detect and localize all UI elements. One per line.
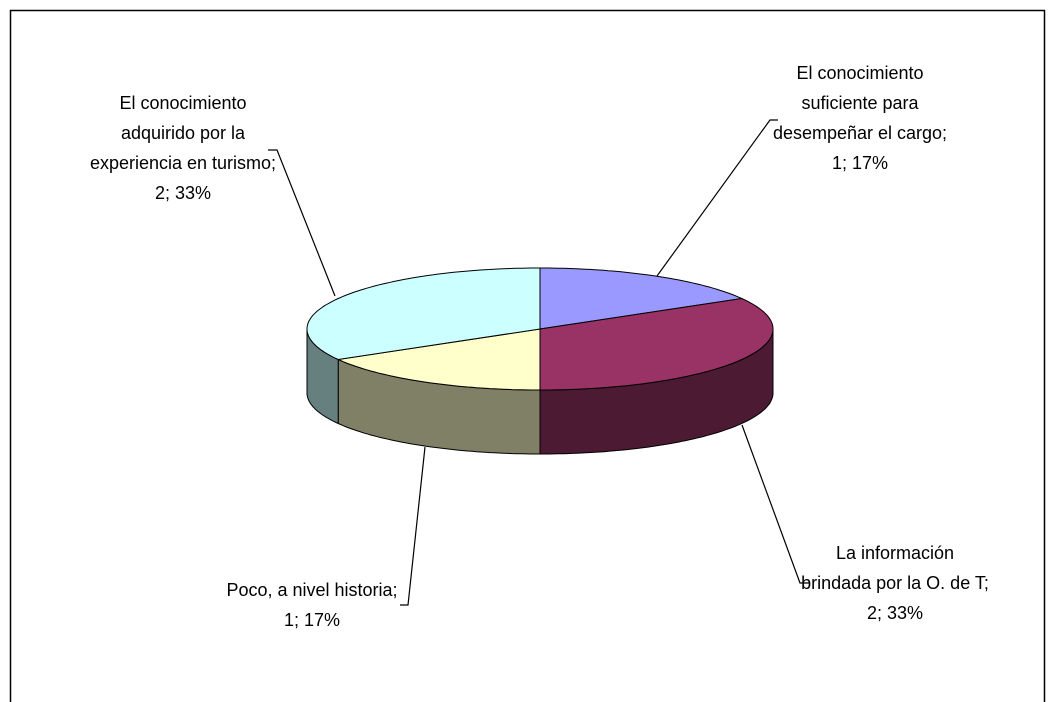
pie-slice bbox=[306, 267, 541, 361]
leader-line bbox=[268, 149, 336, 297]
data-label: Poco, a nivel historia; 1; 17% bbox=[226, 580, 398, 630]
pie-slice bbox=[539, 297, 774, 391]
leader-lines bbox=[268, 119, 810, 606]
pie-slice bbox=[336, 328, 541, 391]
data-label: El conocimiento adquirido por la experie… bbox=[89, 93, 277, 203]
pie-slice bbox=[539, 267, 744, 330]
data-label: La información brindada por la O. de T; … bbox=[801, 543, 989, 623]
pie bbox=[306, 267, 774, 455]
data-label: El conocimiento suficiente para desempeñ… bbox=[772, 63, 948, 173]
leader-line bbox=[656, 119, 778, 277]
leader-line bbox=[741, 424, 810, 584]
leader-line bbox=[400, 446, 426, 606]
